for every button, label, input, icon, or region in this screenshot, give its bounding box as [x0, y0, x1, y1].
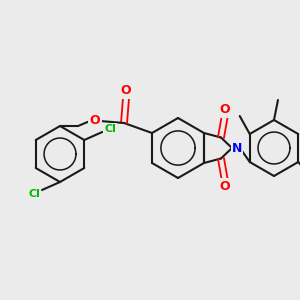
Text: Cl: Cl [104, 124, 116, 134]
Text: O: O [121, 85, 131, 98]
Text: O: O [90, 113, 100, 127]
Text: O: O [220, 180, 230, 193]
Text: O: O [220, 103, 230, 116]
Text: N: N [232, 142, 242, 154]
Text: Cl: Cl [28, 189, 40, 199]
